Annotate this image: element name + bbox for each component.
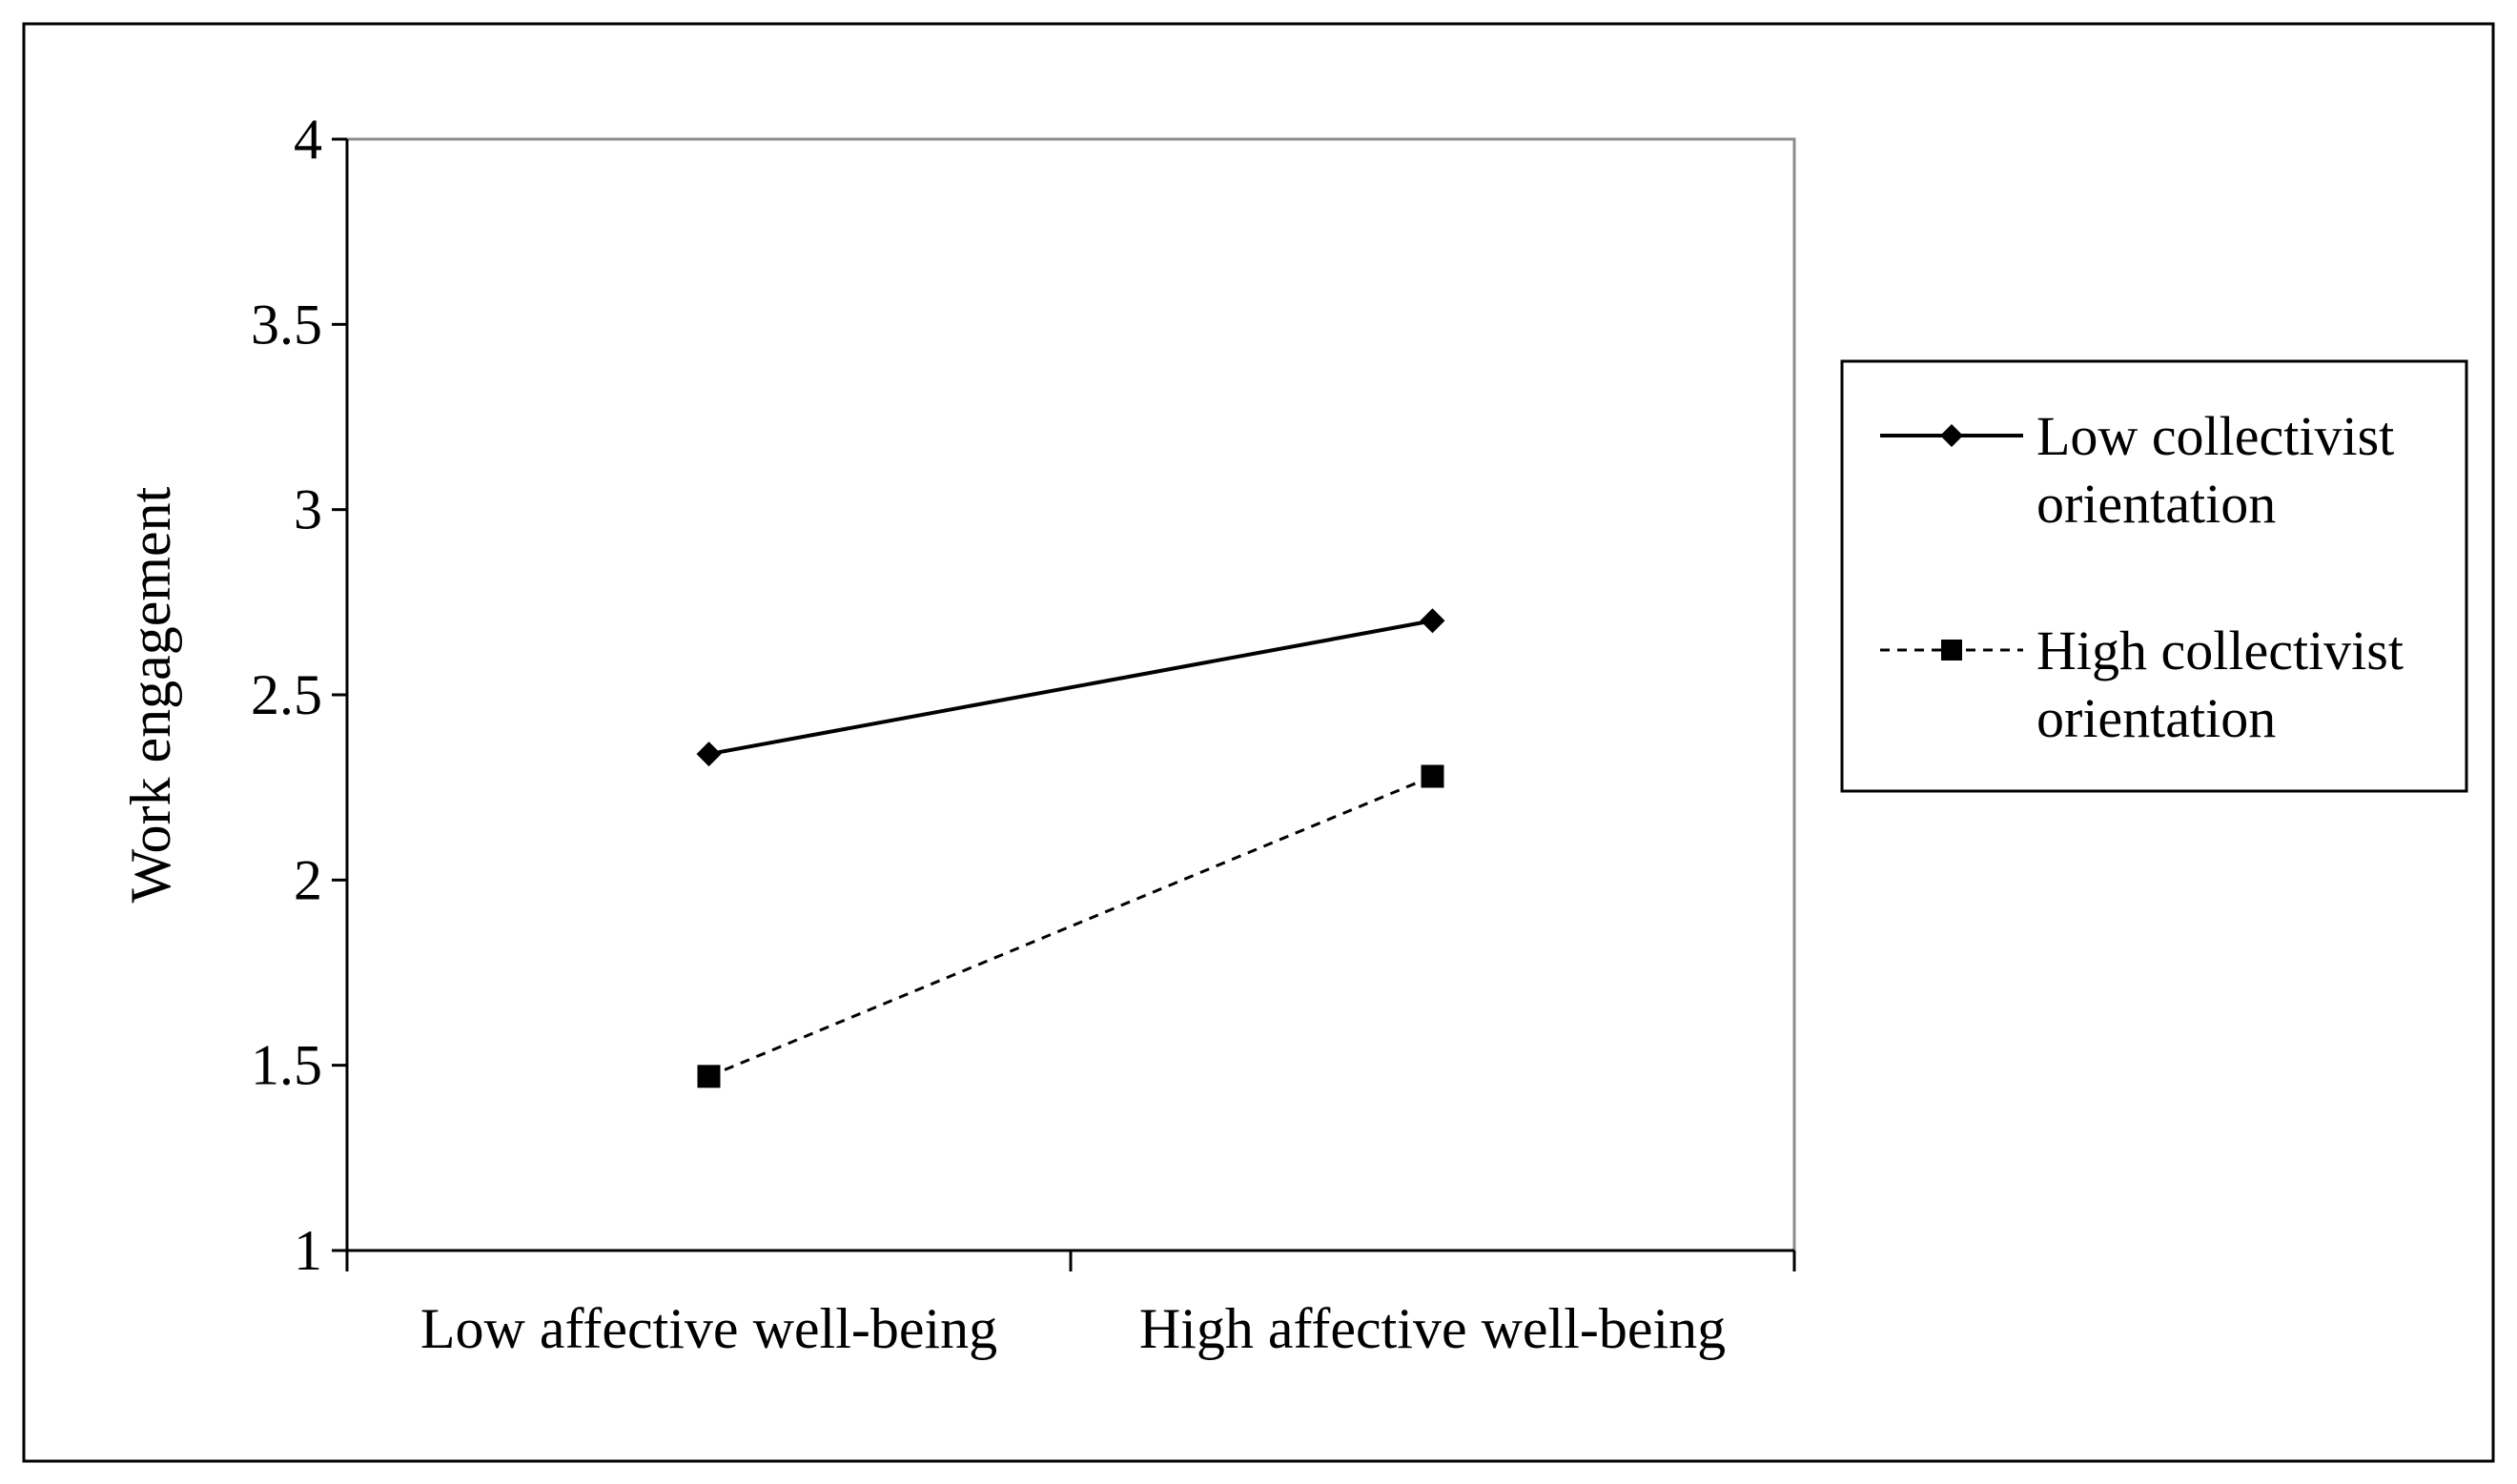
data-point-high-collectivist-1 bbox=[1421, 764, 1444, 788]
y-tick-label: 2 bbox=[294, 848, 322, 911]
x-tick-label: High affective well-being bbox=[1139, 1297, 1726, 1360]
y-axis-title: Work engagement bbox=[119, 486, 182, 903]
legend-label-low-line1: Low collectivist bbox=[2036, 405, 2394, 467]
legend: Low collectivist orientation High collec… bbox=[1840, 359, 2468, 793]
data-point-low-collectivist-1 bbox=[1420, 608, 1445, 634]
data-point-low-collectivist-0 bbox=[696, 742, 722, 767]
y-ticks: 1 1.5 2 2.5 3 3.5 4 bbox=[251, 108, 347, 1282]
data-point-high-collectivist-0 bbox=[697, 1065, 721, 1088]
y-tick-label: 4 bbox=[294, 108, 322, 171]
legend-label-high-line1: High collectivist bbox=[2036, 620, 2404, 681]
x-tick-label: Low affective well-being bbox=[420, 1297, 997, 1360]
legend-label-high-line2: orientation bbox=[2036, 687, 2276, 749]
series-layer bbox=[696, 608, 1445, 1088]
y-tick-label: 3 bbox=[294, 478, 322, 541]
legend-marker-low bbox=[1940, 424, 1963, 447]
y-tick-label: 1 bbox=[294, 1219, 322, 1282]
y-tick-label: 2.5 bbox=[251, 663, 322, 726]
y-tick-label: 3.5 bbox=[251, 293, 322, 356]
legend-label-low-line2: orientation bbox=[2036, 473, 2276, 535]
x-ticks: Low affective well-being High affective w… bbox=[345, 1250, 1796, 1360]
series-line-high-collectivist bbox=[707, 775, 1434, 1078]
series-line-low-collectivist bbox=[708, 619, 1433, 757]
legend-marker-high bbox=[1941, 640, 1962, 661]
y-tick-label: 1.5 bbox=[251, 1034, 322, 1097]
